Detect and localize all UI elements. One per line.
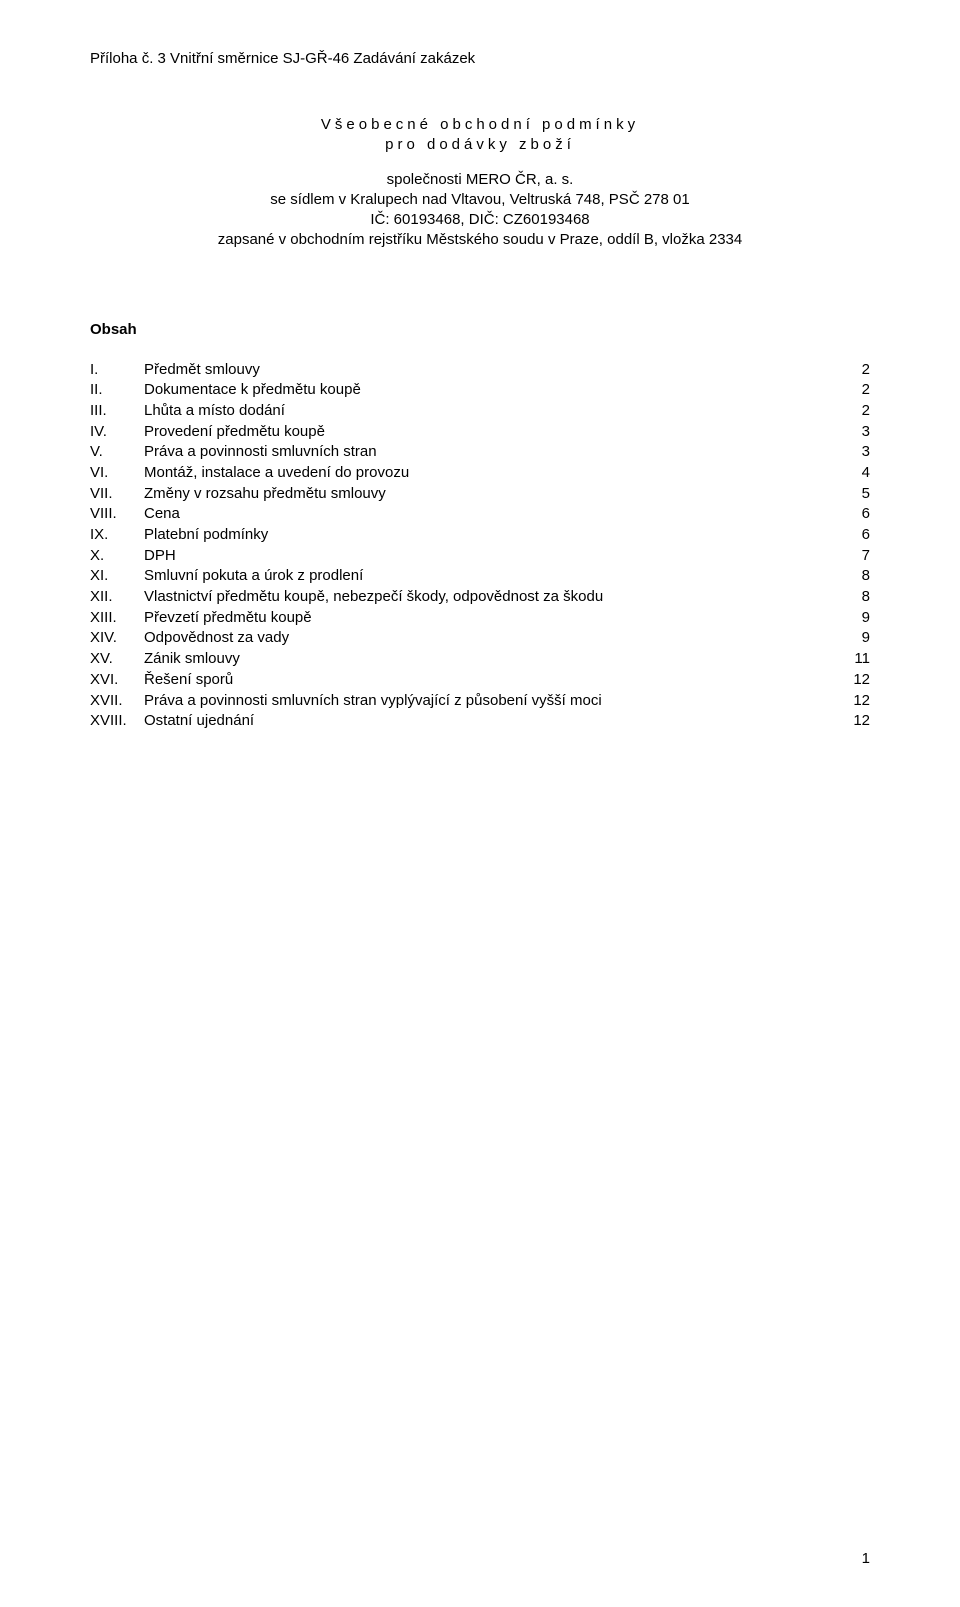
toc-row: XV.Zánik smlouvy 11	[90, 649, 870, 670]
document-page: Příloha č. 3 Vnitřní směrnice SJ-GŘ-46 Z…	[0, 0, 960, 732]
toc-number: XV.	[90, 649, 144, 670]
toc-row: XVII.Práva a povinnosti smluvních stran …	[90, 691, 870, 712]
toc-page-number: 7	[858, 546, 870, 567]
toc-page-number: 11	[850, 649, 870, 670]
toc-row: XIII.Převzetí předmětu koupě 9	[90, 608, 870, 629]
toc-page-number: 8	[858, 587, 870, 608]
document-title-block: Všeobecné obchodní podmínky pro dodávky …	[90, 115, 870, 156]
toc-label: Montáž, instalace a uvedení do provozu	[144, 463, 409, 484]
toc-page-number: 12	[849, 711, 870, 732]
table-of-contents: I.Předmět smlouvy2II.Dokumentace k předm…	[90, 360, 870, 732]
toc-number: III.	[90, 401, 144, 422]
toc-page-number: 8	[858, 566, 870, 587]
toc-page-number: 5	[858, 484, 870, 505]
company-name: společnosti MERO ČR, a. s.	[90, 170, 870, 190]
company-registry: zapsané v obchodním rejstříku Městského …	[90, 230, 870, 250]
toc-label: Platební podmínky	[144, 525, 268, 546]
toc-number: XII.	[90, 587, 144, 608]
toc-page-number: 3	[858, 442, 870, 463]
toc-page-number: 2	[858, 401, 870, 422]
toc-number: X.	[90, 546, 144, 567]
toc-number: VIII.	[90, 504, 144, 525]
toc-label: Dokumentace k předmětu koupě	[144, 380, 361, 401]
toc-page-number: 4	[858, 463, 870, 484]
toc-row: VIII.Cena 6	[90, 504, 870, 525]
toc-number: VII.	[90, 484, 144, 505]
toc-number: XVI.	[90, 670, 144, 691]
toc-row: IX.Platební podmínky 6	[90, 525, 870, 546]
toc-page-number: 6	[858, 525, 870, 546]
toc-number: XI.	[90, 566, 144, 587]
toc-number: IX.	[90, 525, 144, 546]
company-block: společnosti MERO ČR, a. s. se sídlem v K…	[90, 170, 870, 251]
title-line-1: Všeobecné obchodní podmínky	[90, 115, 870, 135]
toc-label: Změny v rozsahu předmětu smlouvy	[144, 484, 386, 505]
toc-label: Předmět smlouvy	[144, 360, 260, 381]
toc-row: IV.Provedení předmětu koupě 3	[90, 422, 870, 443]
company-ids: IČ: 60193468, DIČ: CZ60193468	[90, 210, 870, 230]
toc-number: XIII.	[90, 608, 144, 629]
toc-page-number: 6	[858, 504, 870, 525]
toc-number: XIV.	[90, 628, 144, 649]
toc-number: V.	[90, 442, 144, 463]
toc-row: VI.Montáž, instalace a uvedení do provoz…	[90, 463, 870, 484]
toc-row: II.Dokumentace k předmětu koupě 2	[90, 380, 870, 401]
toc-label: Provedení předmětu koupě	[144, 422, 325, 443]
toc-label: Lhůta a místo dodání	[144, 401, 285, 422]
toc-number: XVIII.	[90, 711, 144, 732]
title-line-2: pro dodávky zboží	[90, 135, 870, 155]
toc-number: I.	[90, 360, 144, 381]
toc-row: III.Lhůta a místo dodání 2	[90, 401, 870, 422]
toc-page-number: 3	[858, 422, 870, 443]
page-header: Příloha č. 3 Vnitřní směrnice SJ-GŘ-46 Z…	[90, 50, 870, 67]
contents-heading: Obsah	[90, 321, 870, 338]
toc-page-number: 2	[858, 360, 870, 381]
toc-row: V.Práva a povinnosti smluvních stran 3	[90, 442, 870, 463]
toc-label: DPH	[144, 546, 176, 567]
toc-number: II.	[90, 380, 144, 401]
toc-label: Řešení sporů	[144, 670, 233, 691]
toc-number: VI.	[90, 463, 144, 484]
toc-row: I.Předmět smlouvy 2	[90, 360, 870, 381]
toc-label: Vlastnictví předmětu koupě, nebezpečí šk…	[144, 587, 603, 608]
toc-label: Práva a povinnosti smluvních stran vyplý…	[144, 691, 602, 712]
toc-row: XVIII.Ostatní ujednání 12	[90, 711, 870, 732]
toc-page-number: 12	[849, 691, 870, 712]
company-address: se sídlem v Kralupech nad Vltavou, Veltr…	[90, 190, 870, 210]
toc-row: VII.Změny v rozsahu předmětu smlouvy 5	[90, 484, 870, 505]
toc-row: XII.Vlastnictví předmětu koupě, nebezpeč…	[90, 587, 870, 608]
toc-number: XVII.	[90, 691, 144, 712]
toc-page-number: 12	[849, 670, 870, 691]
toc-number: IV.	[90, 422, 144, 443]
toc-label: Odpovědnost za vady	[144, 628, 289, 649]
toc-label: Práva a povinnosti smluvních stran	[144, 442, 377, 463]
toc-row: XVI.Řešení sporů 12	[90, 670, 870, 691]
toc-page-number: 2	[858, 380, 870, 401]
toc-label: Cena	[144, 504, 180, 525]
toc-page-number: 9	[858, 608, 870, 629]
toc-row: XIV.Odpovědnost za vady 9	[90, 628, 870, 649]
toc-row: XI.Smluvní pokuta a úrok z prodlení 8	[90, 566, 870, 587]
toc-page-number: 9	[858, 628, 870, 649]
page-number: 1	[862, 1550, 870, 1567]
toc-label: Převzetí předmětu koupě	[144, 608, 312, 629]
toc-label: Zánik smlouvy	[144, 649, 240, 670]
toc-label: Smluvní pokuta a úrok z prodlení	[144, 566, 363, 587]
toc-label: Ostatní ujednání	[144, 711, 254, 732]
toc-row: X.DPH 7	[90, 546, 870, 567]
